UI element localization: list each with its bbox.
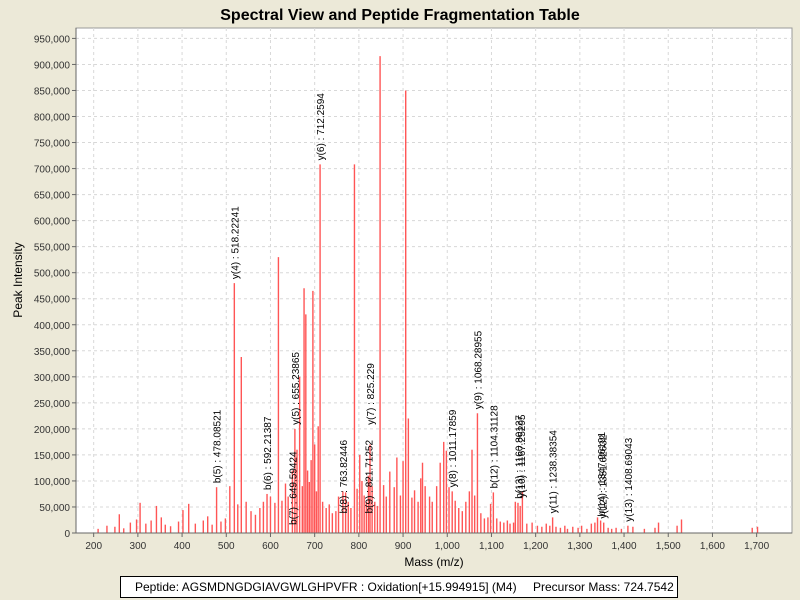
axes: 0 50,000 100,000 150,000 200,000 250,000 300,0… — [34, 28, 792, 552]
plot-area — [75, 27, 793, 534]
x-tick-label: 1,100 — [479, 541, 504, 552]
peak-annotation: y(13) : 1408.69043 — [624, 437, 635, 521]
x-tick-label: 200 — [85, 541, 102, 552]
peak-annotation: b(6) : 592.21387 — [263, 416, 274, 490]
y-axis-label: Peak Intensity — [11, 242, 25, 317]
y-tick-label: 500,000 — [34, 269, 71, 280]
y-tick-label: 250,000 — [34, 399, 71, 410]
peak-annotation: b(14) : 1347.96191 — [597, 432, 608, 517]
x-tick-label: 700 — [306, 541, 323, 552]
y-tick-label: 700,000 — [34, 165, 71, 176]
x-tick-label: 400 — [174, 541, 191, 552]
y-tick-label: 650,000 — [34, 191, 71, 202]
peak-annotation: y(9) : 1068.28955 — [473, 330, 484, 409]
peak-annotation: y(5) : 655.23865 — [291, 352, 302, 425]
gridlines — [76, 28, 792, 533]
peak-annotation: b(7) : 649.59424 — [288, 451, 299, 525]
peak-annotation: y(7) : 825.229 — [366, 363, 377, 425]
peak-annotation: y(12) : 1351.62632 — [599, 434, 610, 518]
peak-annotation: b(5) : 478.08521 — [213, 409, 224, 483]
y-tick-label: 50,000 — [39, 503, 70, 514]
spectrum-chart: Spectral View and Peptide Fragmentation … — [11, 7, 793, 569]
peptide-sequence: Peptide: AGSMDNGDGIAVGWLGHPVFR : Oxidati… — [135, 580, 517, 594]
peak-annotation: b(12) : 1104.31128 — [489, 405, 500, 488]
peak-annotation: y(8) : 1011.17859 — [448, 409, 459, 487]
y-tick-label: 850,000 — [34, 86, 71, 97]
x-tick-label: 1,000 — [435, 541, 460, 552]
x-tick-label: 500 — [218, 541, 235, 552]
peak-annotations: b(5) : 478.08521 y(4) : 518.22241 b(6) : 5… — [213, 93, 635, 525]
y-tick-label: 400,000 — [34, 321, 71, 332]
x-axis-label: Mass (m/z) — [404, 555, 463, 569]
x-tick-label: 900 — [395, 541, 412, 552]
x-tick-label: 1,400 — [612, 541, 637, 552]
x-tick-label: 600 — [262, 541, 279, 552]
y-tick-label: 550,000 — [34, 243, 71, 254]
x-tick-label: 1,700 — [744, 541, 769, 552]
y-tick-label: 450,000 — [34, 295, 71, 306]
y-tick-label: 900,000 — [34, 60, 71, 71]
y-tick-label: 200,000 — [34, 425, 71, 436]
x-tick-label: 1,500 — [656, 541, 681, 552]
x-tick-label: 1,300 — [567, 541, 592, 552]
x-tick-label: 300 — [130, 541, 147, 552]
precursor-mass: Precursor Mass: 724.7542 — [533, 580, 674, 594]
y-tick-label: 950,000 — [34, 34, 71, 45]
x-tick-label: 1,200 — [523, 541, 548, 552]
x-tick-label: 800 — [351, 541, 368, 552]
y-tick-label: 150,000 — [34, 451, 71, 462]
y-tick-label: 100,000 — [34, 477, 71, 488]
peak-annotation: b(13) : 1160.80127 — [514, 415, 525, 499]
y-tick-label: 750,000 — [34, 139, 71, 150]
peak-series — [97, 56, 759, 533]
y-tick-label: 0 — [64, 529, 70, 540]
peak-annotation: b(9) : 821.71252 — [364, 440, 375, 514]
y-tick-label: 600,000 — [34, 217, 71, 228]
peak-annotation: y(11) : 1238.38354 — [549, 430, 560, 514]
x-tick-label: 1,600 — [700, 541, 725, 552]
peak-annotation: y(4) : 518.22241 — [230, 206, 241, 279]
peak-annotation: y(6) : 712.2594 — [316, 93, 327, 161]
y-tick-label: 300,000 — [34, 373, 71, 384]
peak-annotation: b(8) : 763.82446 — [339, 440, 350, 514]
chart-title: Spectral View and Peptide Fragmentation … — [220, 7, 580, 24]
peptide-info-box: Peptide: AGSMDNGDGIAVGWLGHPVFR : Oxidati… — [120, 576, 678, 598]
y-tick-label: 350,000 — [34, 347, 71, 358]
peak-annotation: y(10) : 1167.25295 — [517, 414, 528, 498]
y-tick-label: 800,000 — [34, 113, 71, 124]
